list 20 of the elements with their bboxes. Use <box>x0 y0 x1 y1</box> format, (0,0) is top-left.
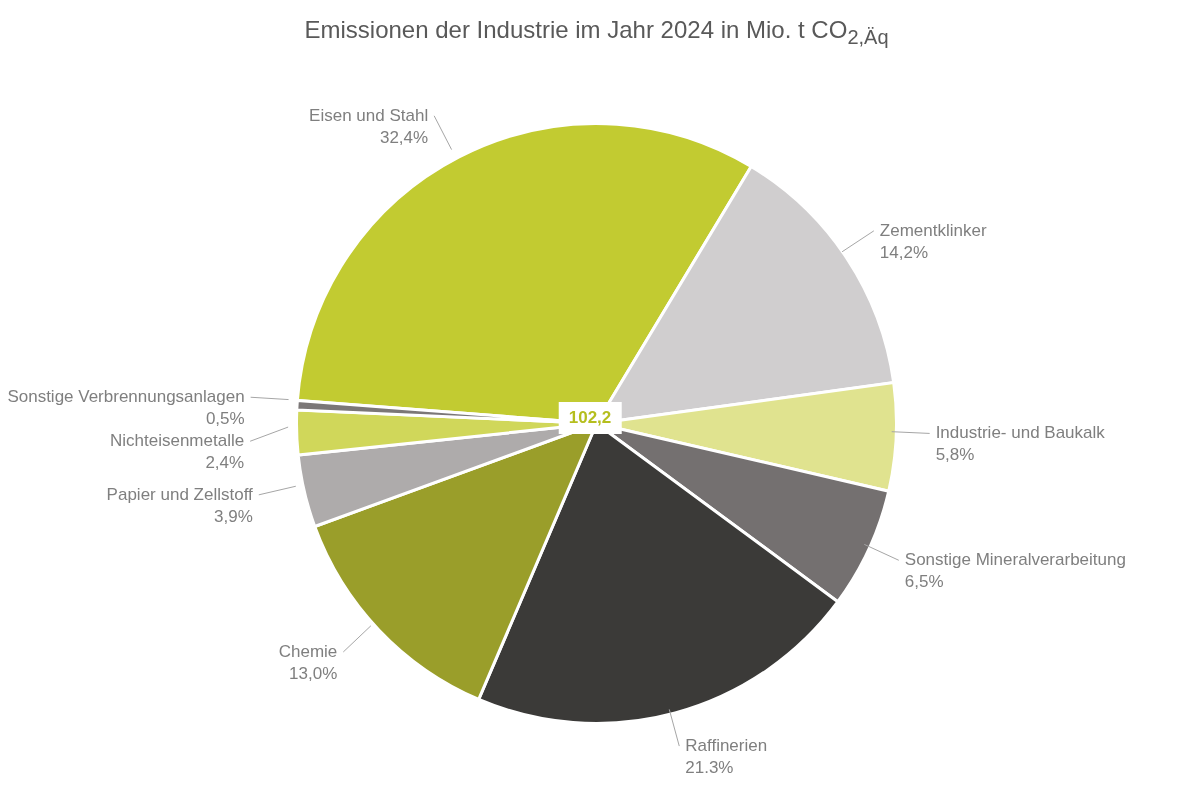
data-label: 21.3% <box>685 758 734 778</box>
slice-label: Raffinerien <box>685 736 768 756</box>
data-label: 5,8% <box>935 445 975 465</box>
data-label: 13,0% <box>289 663 338 683</box>
data-label: 2,4% <box>205 453 245 473</box>
slice-label: Nichteisenmetalle <box>109 431 245 451</box>
slice-label: Zementklinker <box>879 220 987 240</box>
slice-label: Industrie- und Baukalk <box>935 423 1106 443</box>
data-label: 14,2% <box>879 242 929 262</box>
data-label: 0,5% <box>205 409 245 429</box>
data-label: 32,4% <box>379 127 429 147</box>
slice-label: Eisen und Stahl <box>309 105 429 125</box>
data-label: 6,5% <box>904 572 944 592</box>
chart-title: Emissionen der Industrie im Jahr 2024 in Mio. t CO$_{2,Äq}$ <box>303 15 890 50</box>
slice-label: Sonstige Verbrennungsanlagen <box>7 387 245 407</box>
data-label: 3,9% <box>214 506 253 526</box>
slice-label: Chemie <box>278 641 338 661</box>
slice-label: Papier und Zellstoff <box>106 484 254 504</box>
slice-label: Sonstige Mineralverarbeitung <box>904 550 1126 570</box>
text: 102,2 <box>558 402 622 434</box>
